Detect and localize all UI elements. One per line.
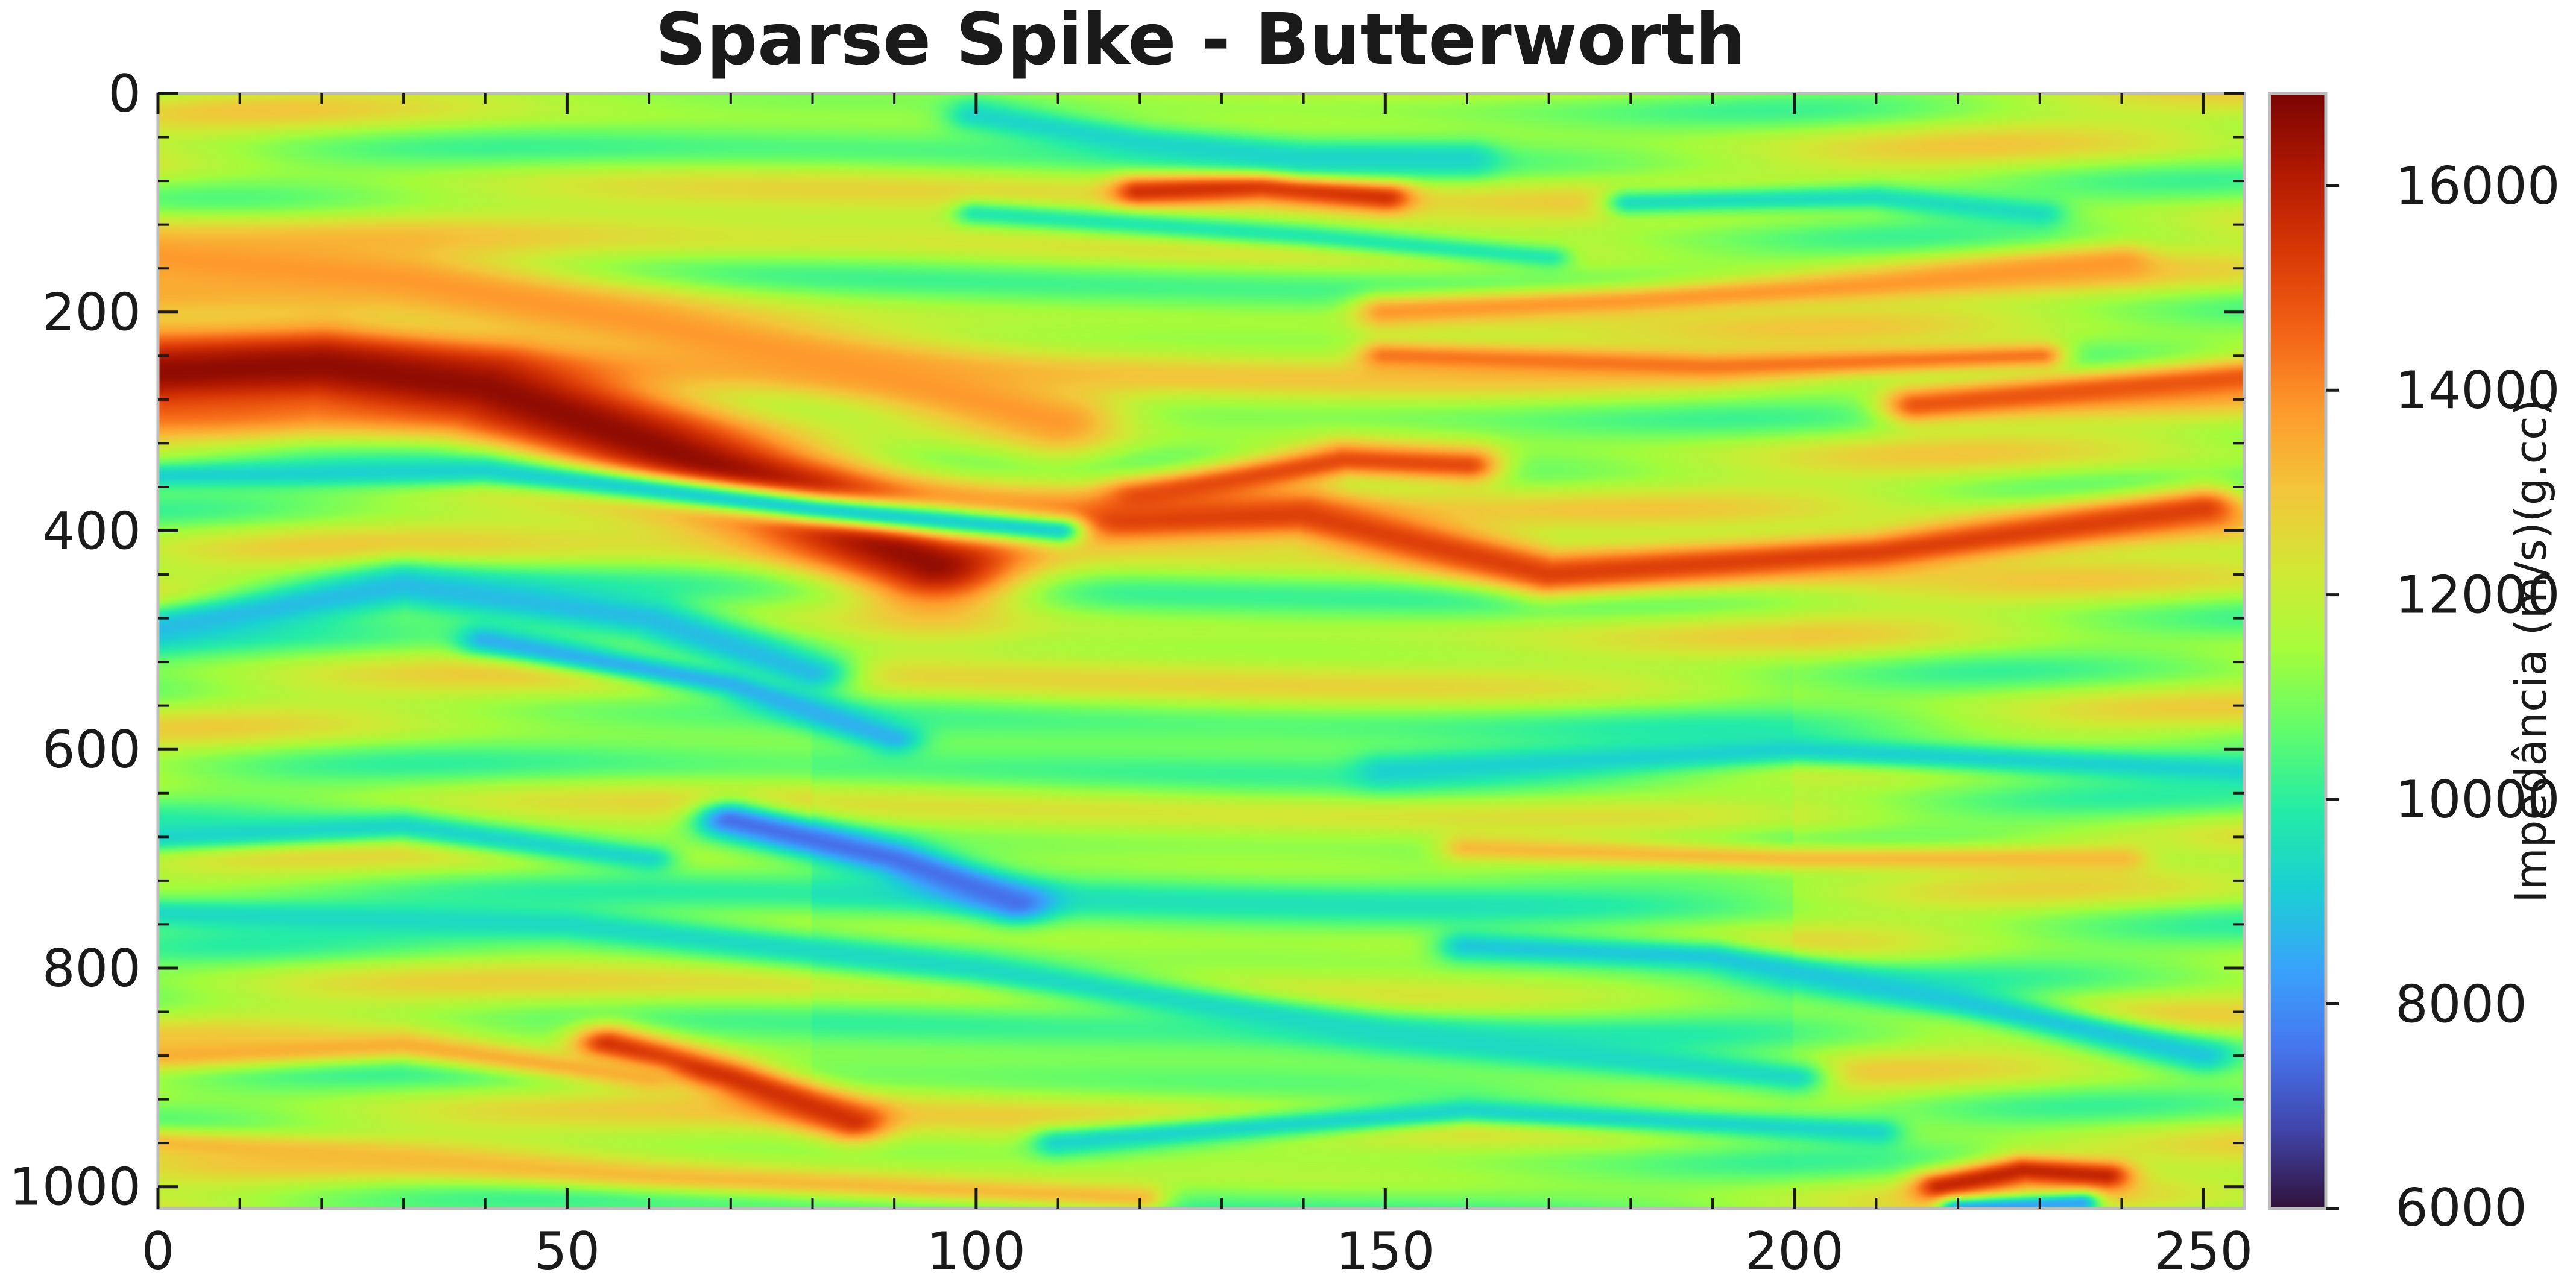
y-tick-label: 800 bbox=[42, 939, 141, 999]
x-tick-label: 150 bbox=[1336, 1221, 1435, 1282]
x-tick-label: 0 bbox=[142, 1221, 175, 1282]
colorbar: 6000 8000 10000 12000 14000 16000 Impedância … bbox=[2268, 92, 2560, 1238]
y-tick-label: 0 bbox=[108, 64, 141, 124]
x-tick-label: 50 bbox=[534, 1221, 600, 1282]
colorbar-label: Impedância (m/s)(g.cc) bbox=[2505, 399, 2556, 902]
colorbar-tick-label: 8000 bbox=[2395, 975, 2527, 1035]
colorbar-gradient bbox=[2268, 92, 2328, 1210]
colorbar-tick-label: 12000 bbox=[2395, 565, 2560, 626]
colorbar-tick-label: 16000 bbox=[2395, 156, 2560, 216]
plot-area: 0 50 100 150 200 250 0 200 400 600 800 1000 bbox=[9, 64, 2253, 1282]
x-axis: 0 50 100 150 200 250 bbox=[142, 93, 2253, 1282]
x-tick-label: 200 bbox=[1745, 1221, 1844, 1282]
colorbar-tick-label: 6000 bbox=[2395, 1178, 2527, 1238]
colorbar-ticks: 6000 8000 10000 12000 14000 16000 bbox=[2326, 156, 2560, 1238]
colorbar-tick-label: 10000 bbox=[2395, 770, 2560, 830]
chart-title: Sparse Spike - Butterworth bbox=[655, 0, 1746, 81]
y-tick-label: 1000 bbox=[9, 1157, 141, 1218]
heatmap-image bbox=[158, 93, 2244, 1209]
y-tick-label: 200 bbox=[42, 283, 141, 343]
x-tick-label: 250 bbox=[2154, 1221, 2253, 1282]
y-tick-label: 600 bbox=[42, 720, 141, 780]
y-axis: 0 200 400 600 800 1000 bbox=[9, 64, 2244, 1218]
plot-frame bbox=[156, 92, 2246, 1210]
y-tick-label: 400 bbox=[42, 501, 141, 561]
x-tick-label: 100 bbox=[927, 1221, 1026, 1282]
colorbar-tick-label: 14000 bbox=[2395, 360, 2560, 421]
